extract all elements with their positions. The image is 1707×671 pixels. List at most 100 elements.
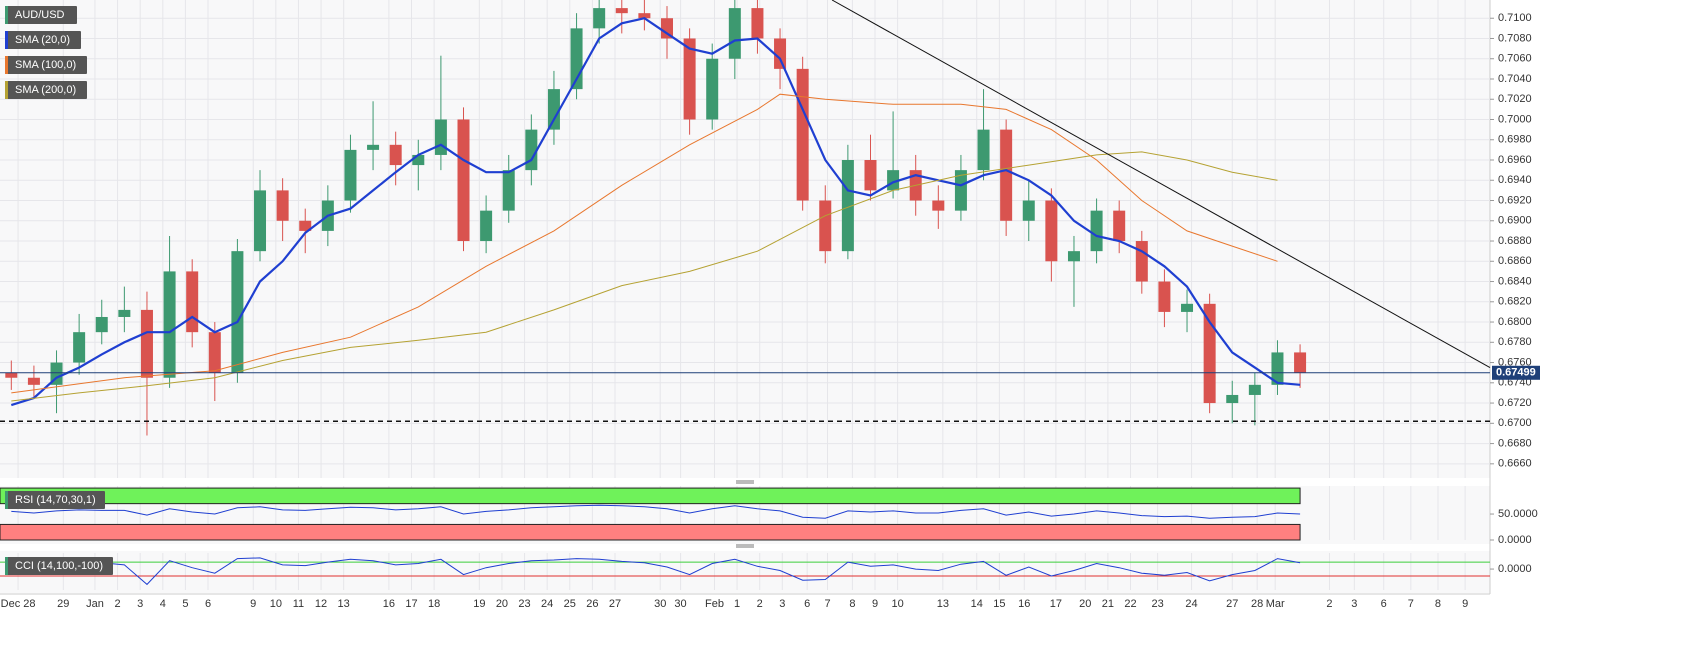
candle-body [796, 68, 809, 201]
legend-item[interactable]: RSI (14,70,30,1) [5, 491, 105, 509]
legend-box [5, 56, 87, 74]
candle-body [1045, 200, 1058, 262]
trend-line [831, 0, 1491, 369]
candle-body [1113, 210, 1126, 242]
x-tick-label: 14 [971, 598, 983, 610]
y-tick-label: 0.7060 [1498, 53, 1532, 65]
y-tick-label: 0.6720 [1498, 397, 1532, 409]
x-tick-label: 10 [891, 598, 903, 610]
candle-body [1271, 352, 1284, 385]
candle-body [208, 332, 221, 373]
legend-box [5, 81, 87, 99]
candle-body [547, 89, 560, 130]
x-tick-label: 7 [824, 598, 830, 610]
x-tick-label: 7 [1408, 598, 1414, 610]
x-tick-label: 26 [586, 598, 598, 610]
indicator-line [11, 557, 1301, 586]
candle-body [841, 160, 854, 252]
y-tick-label: 0.7040 [1498, 73, 1532, 85]
candle-body [615, 8, 628, 14]
x-tick-label: 17 [1050, 598, 1062, 610]
x-tick-label: 28 [1251, 598, 1263, 610]
legend-swatch [5, 31, 8, 49]
x-tick-label: Dec 28 [1, 598, 36, 610]
y-tick-label: 0.6760 [1498, 356, 1532, 368]
candle-body [525, 129, 538, 171]
y-tick-label: 0.0000 [1498, 534, 1532, 546]
x-tick-label: 21 [1102, 598, 1114, 610]
legend-item[interactable]: SMA (20,0) [5, 31, 81, 49]
candle-body [1158, 281, 1171, 312]
candle-body [774, 38, 787, 69]
legend-swatch [5, 81, 8, 99]
x-tick-label: 20 [1079, 598, 1091, 610]
y-tick-label: 0.6780 [1498, 336, 1532, 348]
candle-body [683, 38, 696, 120]
y-tick-label: 0.6800 [1498, 316, 1532, 328]
y-tick-label: 0.6960 [1498, 154, 1532, 166]
x-tick-label: 15 [993, 598, 1005, 610]
candle-body [434, 119, 447, 155]
legend-item[interactable]: SMA (100,0) [5, 56, 87, 74]
candle-body [1294, 352, 1307, 373]
candle-body [95, 316, 108, 333]
y-tick-label: 0.6880 [1498, 235, 1532, 247]
y-tick-label: 0.7100 [1498, 12, 1532, 24]
y-tick-label: 0.7020 [1498, 93, 1532, 105]
sma-line [11, 93, 1278, 394]
panel-handle[interactable] [736, 544, 754, 548]
x-tick-label: 2 [757, 598, 763, 610]
y-tick-label: 0.6980 [1498, 134, 1532, 146]
x-tick-label: 5 [182, 598, 188, 610]
legend-box [5, 491, 105, 509]
candle-body [412, 154, 425, 166]
candle-body [1090, 210, 1103, 252]
y-tick-label: 0.6920 [1498, 194, 1532, 206]
legend-box [5, 31, 81, 49]
candle-body [254, 190, 267, 252]
candle-body [73, 332, 86, 363]
candle-body [457, 119, 470, 242]
x-tick-label: 9 [1462, 598, 1468, 610]
legend-item[interactable]: SMA (200,0) [5, 81, 87, 99]
legend-label: CCI (14,100,-100) [15, 560, 103, 572]
candle-body [276, 190, 289, 221]
candle-body [231, 251, 244, 373]
candle-body [1203, 303, 1216, 404]
candle-body [660, 18, 673, 39]
candle-body [299, 220, 312, 231]
x-tick-label: Mar [1266, 598, 1285, 610]
x-tick-label: 9 [872, 598, 878, 610]
legend-swatch [5, 557, 8, 575]
x-tick-label: 24 [1185, 598, 1197, 610]
legend-item[interactable]: CCI (14,100,-100) [5, 557, 113, 575]
legend-item[interactable]: AUD/USD [5, 6, 77, 24]
y-tick-label: 0.0000 [1498, 563, 1532, 575]
candle-body [1135, 241, 1148, 282]
candle-body [140, 309, 153, 378]
candle-body [706, 58, 719, 120]
legend-swatch [5, 6, 8, 24]
x-tick-label: 4 [160, 598, 166, 610]
candle-body [751, 8, 764, 39]
y-tick-label: 0.6820 [1498, 296, 1532, 308]
last-price-box [1492, 365, 1540, 380]
candle-body [344, 149, 357, 201]
x-tick-label: 12 [315, 598, 327, 610]
candle-body [27, 377, 40, 385]
x-tick-label: 6 [1381, 598, 1387, 610]
x-tick-label: 30 [654, 598, 666, 610]
x-tick-label: 2 [1326, 598, 1332, 610]
x-tick-label: 3 [779, 598, 785, 610]
candle-body [1226, 394, 1239, 404]
x-tick-label: Jan [86, 598, 104, 610]
legend-label: SMA (200,0) [15, 84, 76, 96]
x-tick-label: 13 [937, 598, 949, 610]
candle-body [954, 170, 967, 211]
x-tick-label: 18 [428, 598, 440, 610]
x-tick-label: 25 [564, 598, 576, 610]
y-tick-label: 0.6660 [1498, 458, 1532, 470]
y-tick-label: 0.6700 [1498, 417, 1532, 429]
candle-body [638, 13, 651, 19]
panel-handle[interactable] [736, 480, 754, 484]
